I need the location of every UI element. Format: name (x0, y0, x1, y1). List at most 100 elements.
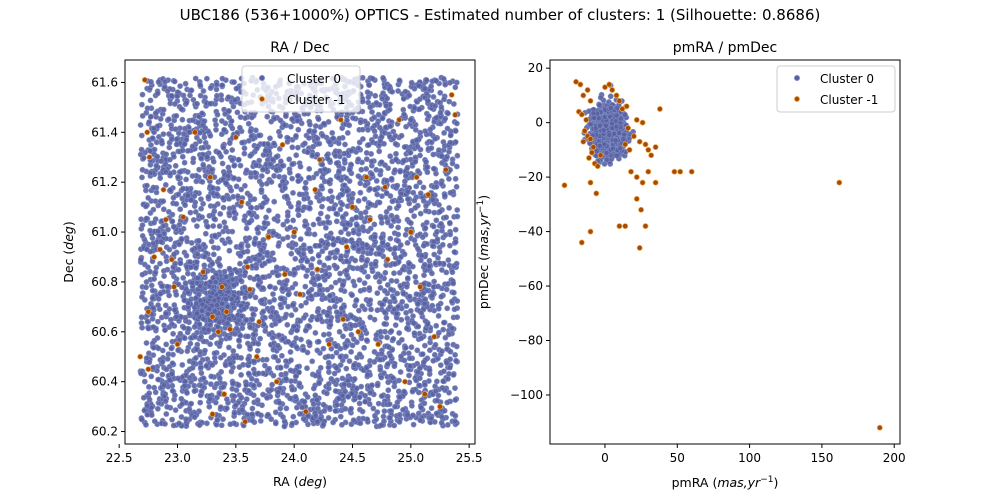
legend-marker-cluster-0 (258, 75, 265, 82)
cluster-0-point (303, 273, 310, 279)
cluster-0-point (250, 331, 257, 338)
cluster-0-point (372, 92, 379, 99)
cluster-0-point (361, 286, 368, 293)
cluster-0-point (402, 344, 409, 351)
cluster-minus1-point (160, 186, 167, 193)
cluster-minus1-point (200, 268, 207, 275)
cluster-0-point (213, 380, 220, 387)
cluster-0-point (344, 187, 350, 194)
cluster-0-point (450, 289, 457, 296)
cluster-0-point (171, 78, 178, 85)
cluster-0-point (223, 180, 229, 186)
cluster-minus1-point (273, 378, 280, 385)
cluster-0-point (189, 173, 196, 179)
cluster-0-point (243, 225, 250, 232)
cluster-minus1-point (363, 174, 370, 181)
cluster-0-point (319, 248, 326, 255)
cluster-0-point (423, 90, 430, 97)
cluster-0-point (213, 302, 220, 309)
cluster-0-point (401, 111, 407, 118)
cluster-0-point (290, 189, 296, 196)
cluster-0-point (452, 412, 459, 419)
cluster-0-point (391, 270, 397, 277)
cluster-0-point (265, 207, 272, 214)
cluster-0-point (251, 358, 257, 365)
cluster-0-point (304, 365, 310, 372)
cluster-0-point (253, 377, 260, 384)
cluster-0-point (401, 178, 408, 185)
cluster-0-point (372, 186, 378, 193)
cluster-0-point (207, 85, 214, 91)
cluster-0-point (294, 117, 301, 124)
cluster-0-point (326, 139, 333, 145)
cluster-0-point (437, 120, 444, 127)
cluster-0-point (171, 306, 178, 313)
cluster-0-point (231, 162, 238, 169)
cluster-0-point (178, 414, 185, 420)
cluster-0-point (201, 134, 208, 141)
cluster-0-point (364, 273, 371, 280)
cluster-0-point (330, 241, 337, 248)
cluster-0-point (350, 417, 357, 424)
cluster-0-point (363, 165, 370, 172)
ra-dec-y-tick-label: 60.2 (91, 425, 118, 439)
cluster-0-point (309, 152, 316, 159)
cluster-0-point (163, 151, 170, 158)
cluster-0-point (258, 297, 265, 304)
cluster-0-point (187, 340, 194, 347)
cluster-0-point (371, 128, 378, 135)
cluster-0-point (246, 235, 253, 241)
cluster-0-point (356, 277, 363, 283)
cluster-0-point (400, 406, 406, 413)
cluster-0-point (327, 188, 334, 194)
cluster-0-point (296, 191, 303, 198)
cluster-0-point (279, 285, 286, 292)
cluster-0-point (447, 348, 454, 355)
cluster-0-point (189, 143, 196, 150)
cluster-0-point (430, 357, 437, 364)
cluster-0-point (162, 398, 169, 405)
cluster-0-point (227, 360, 234, 367)
cluster-0-point (248, 305, 255, 312)
cluster-0-point (184, 147, 191, 154)
cluster-0-point (170, 223, 177, 230)
cluster-0-point (187, 264, 194, 271)
cluster-0-point (386, 414, 393, 421)
cluster-0-point (287, 224, 294, 231)
cluster-0-point (357, 119, 364, 126)
cluster-0-point (337, 362, 344, 368)
cluster-0-point (274, 313, 281, 320)
cluster-0-point (184, 192, 191, 199)
cluster-0-point (435, 283, 441, 290)
cluster-minus1-point (452, 111, 459, 118)
cluster-0-point (359, 98, 366, 105)
cluster-0-point (335, 194, 342, 201)
cluster-0-point (302, 218, 309, 225)
cluster-minus1-point (218, 283, 225, 290)
cluster-0-point (411, 330, 418, 336)
cluster-0-point (238, 313, 245, 319)
cluster-0-point (216, 319, 223, 326)
cluster-0-point (162, 79, 168, 85)
cluster-0-point (411, 105, 418, 112)
cluster-0-point (248, 204, 255, 211)
cluster-minus1-point (302, 408, 309, 415)
cluster-0-point (307, 121, 313, 128)
cluster-0-point (262, 328, 269, 334)
cluster-0-point (417, 210, 424, 217)
cluster-0-point (164, 283, 171, 290)
cluster-0-point (441, 129, 447, 136)
cluster-0-point (395, 388, 402, 395)
cluster-0-point (445, 257, 452, 263)
cluster-0-point (402, 231, 409, 238)
cluster-0-point (154, 318, 161, 325)
cluster-0-point (160, 206, 167, 213)
cluster-0-point (321, 407, 328, 414)
cluster-0-point (210, 244, 217, 251)
cluster-0-point (196, 321, 203, 328)
cluster-0-point (198, 155, 204, 162)
cluster-minus1-point (223, 308, 230, 315)
cluster-0-point (292, 393, 299, 400)
cluster-0-point (386, 344, 392, 350)
cluster-0-point (355, 307, 362, 314)
